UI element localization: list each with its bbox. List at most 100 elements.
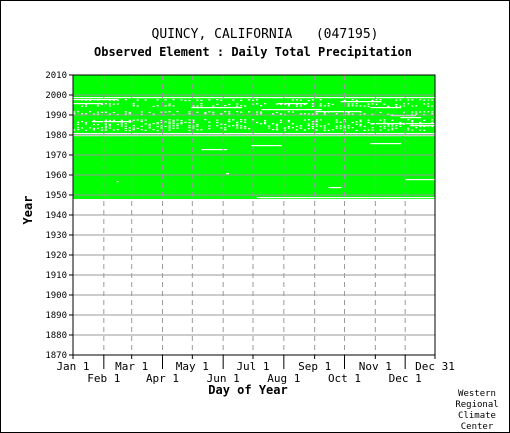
missing-day-speck [204,113,207,115]
missing-segment [410,125,435,127]
missing-day-speck [335,125,338,127]
missing-day-speck [76,111,80,113]
missing-day-speck [339,127,342,129]
missing-day-speck [359,125,362,127]
missing-day-speck [176,111,179,113]
missing-day-speck [379,99,382,101]
missing-day-speck [303,129,306,131]
missing-day-speck [128,119,131,122]
missing-day-speck [319,119,322,121]
missing-day-speck [391,123,394,125]
missing-day-speck [112,99,115,101]
credit-line: Regional [455,400,499,410]
missing-day-speck [423,111,426,113]
missing-day-speck [307,113,310,115]
missing-day-speck [156,129,159,132]
missing-day-speck [327,123,330,125]
missing-day-speck [132,129,135,131]
missing-day-speck [248,111,251,113]
missing-day-speck [327,129,330,131]
missing-day-speck [228,111,231,113]
missing-day-speck [371,123,374,125]
missing-day-speck [80,127,84,129]
missing-day-speck [287,119,291,122]
missing-day-speck [347,113,350,115]
missing-day-speck [291,123,294,125]
missing-day-speck [240,121,243,123]
missing-day-speck [403,105,406,107]
missing-day-speck [295,99,298,101]
missing-day-speck [124,99,127,101]
missing-day-speck [192,127,195,129]
missing-day-speck [116,123,119,126]
missing-day-speck [427,105,430,107]
missing-day-speck [255,103,259,105]
missing-day-speck [248,127,251,130]
missing-day-speck [240,105,243,107]
missing-day-speck [136,127,139,130]
missing-day-speck [335,113,338,115]
missing-day-speck [371,103,374,105]
missing-day-speck [244,127,247,129]
missing-day-speck [104,129,108,131]
missing-day-speck [208,121,211,123]
missing-day-speck [188,113,191,115]
missing-day-speck [311,125,314,128]
missing-day-speck [88,127,92,129]
missing-segment [277,103,308,105]
coverage-block [73,75,435,199]
missing-day-speck [411,123,414,125]
missing-day-speck [303,113,306,115]
missing-day-speck [283,129,287,131]
missing-day-speck [200,129,203,131]
missing-day-speck [220,123,223,125]
missing-day-speck [375,99,378,101]
missing-day-speck [311,103,314,105]
missing-day-speck [351,127,354,129]
missing-day-speck [355,103,358,105]
missing-day-speck [188,121,191,124]
missing-day-speck [100,103,104,106]
missing-segment [73,99,118,101]
missing-day-speck [391,125,394,127]
missing-day-speck [367,103,370,105]
missing-day-speck [267,127,271,129]
missing-day-speck [315,125,318,127]
y-tick-label: 1880 [45,331,67,341]
missing-day-speck [323,113,326,115]
missing-day-speck [136,99,139,101]
missing-day-speck [259,113,263,115]
missing-day-speck [395,99,398,101]
missing-day-speck [347,125,350,127]
missing-day-speck [351,105,354,107]
missing-day-speck [271,123,275,125]
missing-day-speck [311,99,314,101]
missing-day-speck [383,119,386,121]
missing-day-speck [208,125,211,127]
missing-day-speck [399,105,402,107]
missing-day-speck [411,99,414,101]
missing-day-speck [132,105,135,107]
missing-day-speck [399,125,402,127]
missing-day-speck [240,119,243,121]
missing-day-speck [291,127,294,129]
missing-day-speck [92,129,96,131]
missing-day-speck [224,127,227,129]
missing-day-speck [283,103,287,105]
missing-day-speck [180,123,183,125]
missing-day-speck [76,123,80,125]
missing-day-speck [367,129,370,131]
missing-day-speck [347,127,350,129]
y-tick-label: 1930 [45,231,67,241]
missing-day-speck [415,127,418,129]
missing-day-speck [104,103,108,105]
missing-day-speck [411,121,414,123]
chart-subtitle: Observed Element : Daily Total Precipita… [94,45,412,59]
y-tick-label: 1960 [45,171,67,181]
missing-day-speck [347,111,350,114]
missing-day-speck [255,111,259,113]
missing-day-speck [100,127,104,129]
x-axis-label: Day of Year [208,383,287,397]
missing-segment [191,107,243,109]
missing-day-speck [299,113,302,115]
